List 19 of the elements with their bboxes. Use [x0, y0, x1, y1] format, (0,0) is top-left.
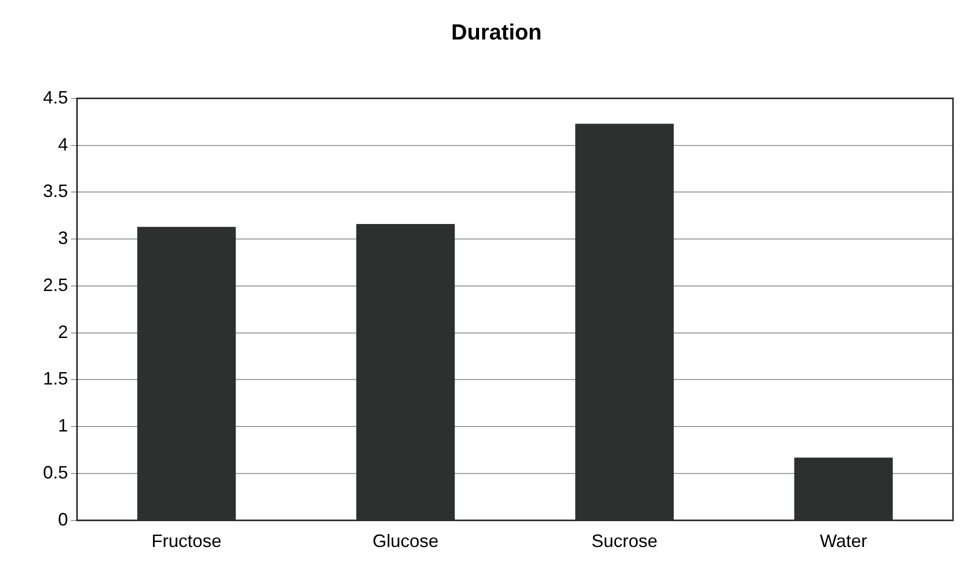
y-tick-label: 4 [58, 134, 68, 154]
y-tick-label: 4.5 [42, 87, 68, 108]
y-tick-label: 3.5 [42, 181, 68, 202]
x-tick-label: Sucrose [591, 531, 658, 552]
y-tick-label: 0.5 [42, 462, 68, 482]
x-tick-label: Water [820, 531, 868, 552]
y-tick-label: 1.5 [42, 368, 68, 389]
bar [356, 224, 455, 520]
y-tick-label: 3 [58, 228, 68, 248]
y-tick-label: 2 [58, 322, 68, 342]
bar [137, 226, 236, 520]
x-tick-label: Fructose [152, 531, 222, 552]
chart-title: Duration [451, 19, 542, 44]
bar [794, 458, 893, 520]
y-tick-label: 1 [58, 416, 68, 436]
bar [575, 124, 674, 520]
y-tick-label: 0 [58, 509, 68, 530]
y-tick-label: 2.5 [42, 274, 68, 295]
x-tick-label: Glucose [372, 531, 439, 552]
